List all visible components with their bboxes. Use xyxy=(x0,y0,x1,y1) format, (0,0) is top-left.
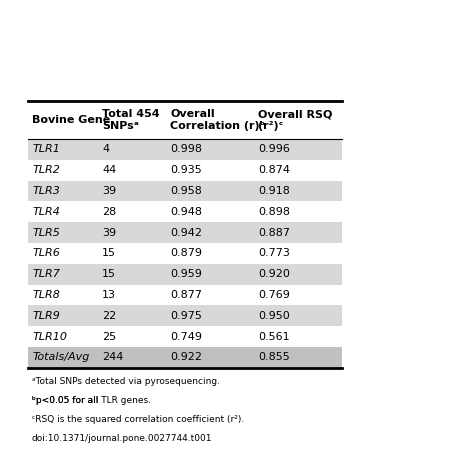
Bar xyxy=(28,160,342,181)
Text: ᵃTotal SNPs detected via pyrosequencing.: ᵃTotal SNPs detected via pyrosequencing. xyxy=(32,377,219,386)
Text: TLR1: TLR1 xyxy=(32,145,60,155)
Text: 44: 44 xyxy=(102,165,117,175)
Bar xyxy=(28,100,342,139)
Text: 25: 25 xyxy=(102,332,116,342)
Bar xyxy=(28,264,342,284)
Text: 0.975: 0.975 xyxy=(170,311,202,321)
Bar xyxy=(28,284,342,305)
Bar xyxy=(28,139,342,160)
Text: 39: 39 xyxy=(102,228,116,237)
Text: 0.874: 0.874 xyxy=(258,165,291,175)
Text: 0.920: 0.920 xyxy=(258,269,290,279)
Text: 0.879: 0.879 xyxy=(170,248,202,258)
Text: 4: 4 xyxy=(102,145,109,155)
Text: 0.855: 0.855 xyxy=(258,353,290,363)
Text: 15: 15 xyxy=(102,269,116,279)
Text: TLR6: TLR6 xyxy=(32,248,60,258)
Text: 0.998: 0.998 xyxy=(170,145,202,155)
Text: TLR8: TLR8 xyxy=(32,290,60,300)
Text: 0.769: 0.769 xyxy=(258,290,290,300)
Text: TLR9: TLR9 xyxy=(32,311,60,321)
Text: 0.749: 0.749 xyxy=(170,332,202,342)
Bar xyxy=(28,347,342,368)
Text: TLR5: TLR5 xyxy=(32,228,60,237)
Bar xyxy=(28,326,342,347)
Text: 0.942: 0.942 xyxy=(170,228,202,237)
Text: TLR2: TLR2 xyxy=(32,165,60,175)
Text: doi:10.1371/journal.pone.0027744.t001: doi:10.1371/journal.pone.0027744.t001 xyxy=(32,434,212,443)
Text: 0.950: 0.950 xyxy=(258,311,290,321)
Text: 0.773: 0.773 xyxy=(258,248,290,258)
Text: 28: 28 xyxy=(102,207,117,217)
Text: TLR3: TLR3 xyxy=(32,186,60,196)
Text: 0.996: 0.996 xyxy=(258,145,290,155)
Text: 15: 15 xyxy=(102,248,116,258)
Text: 0.887: 0.887 xyxy=(258,228,291,237)
Text: 0.958: 0.958 xyxy=(170,186,202,196)
Text: 244: 244 xyxy=(102,353,124,363)
Text: Total 454
SNPsᵃ: Total 454 SNPsᵃ xyxy=(102,109,160,131)
Text: Totals/Avg: Totals/Avg xyxy=(32,353,90,363)
Text: 0.959: 0.959 xyxy=(170,269,202,279)
Text: ᵇp<0.05 for all TLR genes.: ᵇp<0.05 for all TLR genes. xyxy=(32,396,151,405)
Text: TLR7: TLR7 xyxy=(32,269,60,279)
Text: 0.948: 0.948 xyxy=(170,207,202,217)
Bar xyxy=(28,305,342,326)
Bar xyxy=(28,201,342,222)
Text: 0.935: 0.935 xyxy=(170,165,202,175)
Text: 39: 39 xyxy=(102,186,116,196)
Text: 0.922: 0.922 xyxy=(170,353,202,363)
Text: Overall RSQ
(r²)ᶜ: Overall RSQ (r²)ᶜ xyxy=(258,109,333,131)
Text: Bovine Gene: Bovine Gene xyxy=(32,115,111,125)
Text: TLR10: TLR10 xyxy=(32,332,67,342)
Text: ᶜRSQ is the squared correlation coefficient (r²).: ᶜRSQ is the squared correlation coeffici… xyxy=(32,415,244,424)
Bar xyxy=(28,181,342,201)
Bar xyxy=(28,222,342,243)
Text: 0.918: 0.918 xyxy=(258,186,290,196)
Text: Overall
Correlation (r)ᵇ: Overall Correlation (r)ᵇ xyxy=(170,109,265,131)
Text: 0.898: 0.898 xyxy=(258,207,291,217)
Text: 0.877: 0.877 xyxy=(170,290,202,300)
Text: 22: 22 xyxy=(102,311,117,321)
Text: TLR4: TLR4 xyxy=(32,207,60,217)
Text: ᵇp<0.05 for all: ᵇp<0.05 for all xyxy=(32,396,101,405)
Bar xyxy=(28,243,342,264)
Text: 13: 13 xyxy=(102,290,116,300)
Text: 0.561: 0.561 xyxy=(258,332,290,342)
